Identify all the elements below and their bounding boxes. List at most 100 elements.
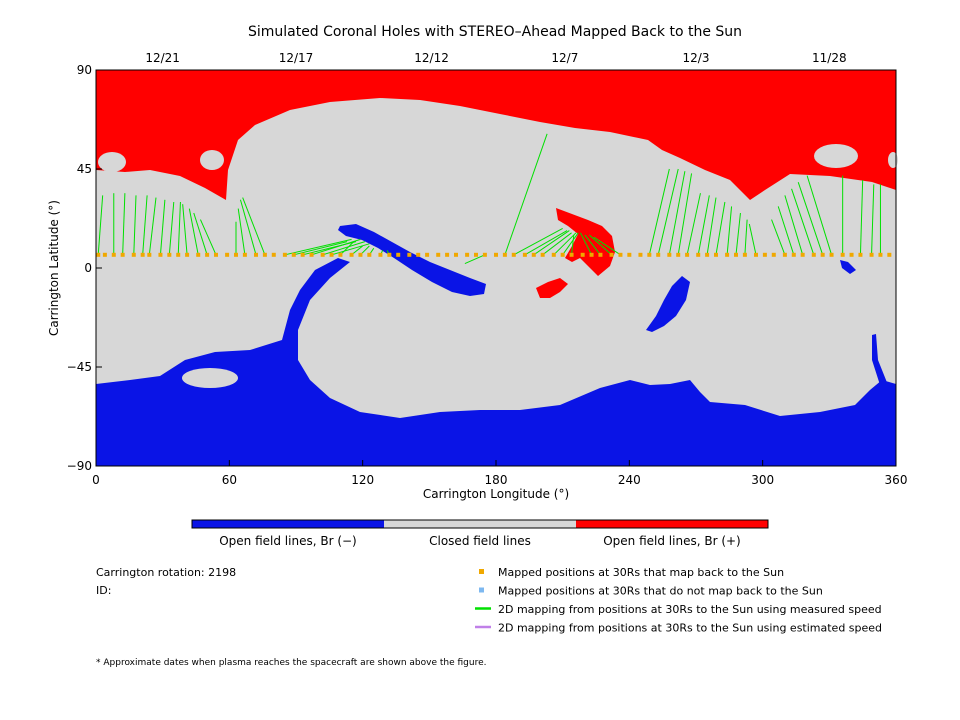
mapped-point: [782, 252, 787, 257]
mapped-point: [696, 252, 701, 257]
mapping-line: [748, 223, 757, 255]
mapped-point: [282, 252, 287, 257]
mapped-point: [465, 252, 470, 257]
mapping-line: [859, 179, 864, 255]
mapping-line: [533, 230, 570, 256]
mapping-line: [284, 238, 352, 256]
x-tick-label: 240: [618, 473, 641, 487]
mapping-line: [589, 234, 612, 256]
mapped-point: [647, 252, 652, 257]
colorbar: Open field lines, Br (−) Closed field lin…: [191, 519, 769, 548]
mapped-point: [205, 252, 210, 257]
top-date-label: 12/3: [683, 51, 710, 65]
mapped-point: [102, 252, 107, 257]
legend-marker: [479, 587, 484, 593]
mapped-point: [754, 252, 758, 257]
mapping-line: [553, 232, 577, 256]
mapped-point: [811, 252, 816, 257]
mapping-line: [293, 241, 348, 256]
y-tick-label: 45: [77, 162, 92, 176]
mapped-point: [887, 252, 892, 257]
mapped-point: [407, 252, 412, 257]
mapped-point: [147, 252, 152, 257]
positive-patch-low: [536, 278, 568, 298]
mapped-point: [349, 252, 354, 257]
mapped-point: [511, 252, 516, 257]
mapping-line: [791, 188, 815, 255]
mapped-point: [589, 252, 594, 257]
mapped-point: [742, 252, 747, 257]
mapped-point: [840, 252, 845, 257]
x-tick-label: 120: [351, 473, 374, 487]
x-tick-label: 60: [222, 473, 237, 487]
mapping-line: [771, 219, 786, 255]
mapping-line: [593, 236, 621, 256]
mapping-line: [657, 168, 679, 255]
mapping-line: [340, 241, 355, 256]
negative-sliver: [872, 334, 888, 385]
mapped-point: [254, 252, 258, 257]
negative-patch-small: [840, 260, 856, 274]
mapped-point: [300, 252, 305, 257]
mapped-point: [196, 252, 201, 257]
carrington-rotation-label: Carrington rotation: 2198: [96, 566, 236, 579]
mapped-point: [627, 252, 632, 257]
mapping-line: [504, 133, 548, 255]
legend: Mapped positions at 30Rs that map back t…: [475, 566, 882, 635]
mapped-point: [120, 252, 125, 257]
mapped-point: [638, 252, 643, 257]
mapped-point: [569, 252, 574, 257]
mapped-point: [800, 252, 805, 257]
mapping-line: [715, 201, 726, 255]
mapping-line: [331, 243, 370, 256]
mapped-point: [262, 252, 267, 257]
mapped-point: [309, 252, 314, 257]
mapped-point: [502, 252, 507, 257]
mapped-point: [474, 252, 478, 257]
north-positive-open-region: [96, 70, 896, 200]
y-tick-label: 90: [77, 63, 92, 77]
mapped-point: [454, 252, 458, 257]
mapping-line: [571, 234, 575, 255]
mapped-point: [425, 252, 430, 257]
legend-label: 2D mapping from positions at 30Rs to the…: [498, 622, 882, 635]
negative-patch-right: [646, 276, 690, 332]
mapping-line: [777, 206, 795, 255]
mapped-point: [771, 252, 776, 257]
y-axis-ticks: 90 45 0 −45 −90: [67, 63, 102, 473]
mapped-point: [667, 252, 672, 257]
mapped-point: [96, 252, 101, 257]
mapped-point: [725, 252, 730, 257]
x-tick-label: 300: [751, 473, 774, 487]
mapping-line: [182, 204, 188, 255]
mapped-point: [560, 252, 565, 257]
mapping-line: [168, 201, 175, 255]
y-tick-label: −90: [67, 459, 92, 473]
top-date-label: 12/17: [279, 51, 314, 65]
mapping-line: [199, 219, 217, 256]
mapping-line: [464, 254, 486, 265]
mapping-line: [706, 197, 717, 255]
mapped-point: [849, 252, 854, 257]
mapping-line: [871, 184, 875, 255]
mapped-point: [685, 252, 690, 257]
mapped-point: [214, 252, 218, 257]
x-axis-ticks: 0 60 120 180 240 300 360: [92, 460, 907, 487]
mapping-line: [193, 212, 208, 255]
mapped-point: [436, 252, 441, 257]
mapping-line: [677, 173, 693, 255]
mapping-line: [584, 234, 601, 256]
mapped-point: [762, 252, 767, 257]
colorbar-frame: [191, 519, 769, 529]
x-axis-label: Carrington Longitude (°): [423, 487, 569, 501]
mapping-line: [648, 168, 670, 255]
mapped-point: [705, 252, 710, 257]
mapping-line: [188, 208, 199, 255]
x-tick-label: 0: [92, 473, 100, 487]
mapped-point: [714, 252, 718, 257]
colorbar-segment: [384, 520, 576, 528]
footnote: * Approximate dates when plasma reaches …: [96, 658, 487, 668]
mapped-point: [358, 252, 363, 257]
legend-label: Mapped positions at 30Rs that do not map…: [498, 585, 823, 598]
mapping-line: [177, 201, 181, 255]
